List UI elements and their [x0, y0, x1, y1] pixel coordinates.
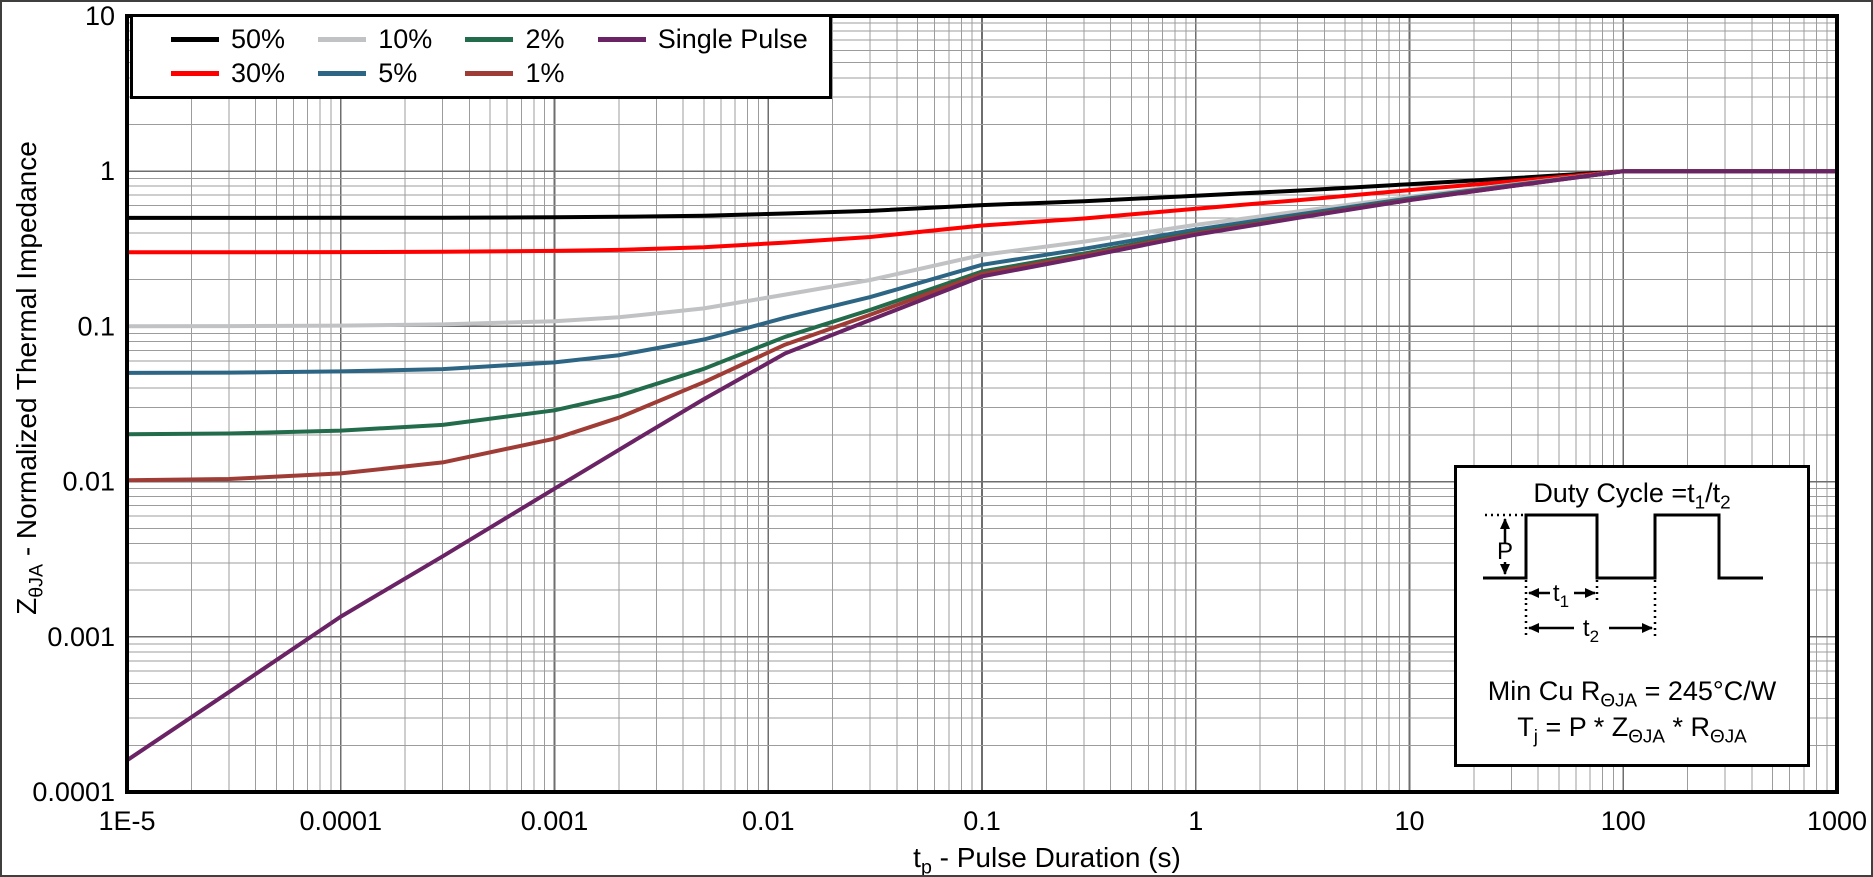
legend-item-5-: 5%	[318, 58, 439, 89]
grid	[127, 16, 1837, 792]
x-tick-label: 100	[1601, 806, 1646, 836]
y-tick-label: 10	[85, 2, 115, 31]
legend-item-10-: 10%	[318, 24, 439, 55]
t1-label: t1	[1553, 580, 1569, 611]
duty-cycle-inset: Duty Cycle =t1/t2 P t1	[1454, 465, 1810, 767]
x-tick-label: 10	[1394, 806, 1424, 836]
inset-formula-rtheta: Min Cu RΘJA = 245°C/W	[1457, 676, 1807, 712]
formula1-value: = 245°C/W	[1637, 676, 1777, 706]
formula1-text: Min Cu R	[1487, 676, 1601, 706]
duty-cycle-waveform: P t1 t2	[1483, 513, 1763, 646]
legend-label: 5%	[378, 57, 418, 88]
legend-swatch	[171, 70, 219, 76]
y-axis-title-symbol: Z	[11, 597, 42, 615]
legend-label: Single Pulse	[657, 24, 808, 55]
x-axis-title-text: - Pulse Duration (s)	[931, 842, 1181, 873]
x-tick-label: 1E-5	[98, 806, 155, 836]
y-tick-label: 0.001	[47, 622, 115, 652]
inset-title: Duty Cycle =t1/t2	[1457, 478, 1807, 514]
y-tick-label: 0.01	[62, 467, 115, 497]
x-tick-label: 0.0001	[299, 806, 382, 836]
y-tick-label: 1	[100, 156, 115, 186]
legend: 50% 30% 10% 5% 2% 1% Single Pulse	[130, 14, 832, 99]
formula2-sub3: ΘJA	[1710, 726, 1747, 748]
inset-formula-tj: Tj = P * ZΘJA * RΘJA	[1457, 712, 1807, 748]
y-tick-label: 0.1	[77, 311, 115, 341]
plot-border	[125, 14, 1839, 794]
t2-label: t2	[1583, 615, 1599, 646]
x-axis-title-subscript: p	[920, 856, 932, 877]
inset-title-mid: /t	[1705, 478, 1721, 508]
legend-swatch	[465, 70, 514, 76]
p-label: P	[1497, 538, 1513, 565]
legend-swatch	[171, 37, 219, 43]
inset-title-text: Duty Cycle =t	[1533, 478, 1695, 508]
legend-label: 30%	[231, 57, 286, 88]
inset-title-sub1: 1	[1694, 492, 1706, 514]
legend-swatch	[318, 37, 367, 43]
pulse-waveform-line	[1483, 513, 1763, 580]
legend-label: 1%	[525, 57, 565, 88]
tick-labels: 1E-5 0.0001 0.001 0.01 0.1 1 10 100 10001010.10.…	[32, 2, 1867, 836]
legend-item-30-: 30%	[171, 58, 292, 89]
curves	[127, 169, 1837, 763]
inset-title-sub2: 2	[1720, 492, 1731, 514]
y-axis-title-text: - Normalized Thermal Impedance	[11, 141, 42, 564]
curve-single-pulse	[127, 169, 1837, 763]
legend-item-2-: 2%	[465, 24, 571, 55]
formula2-text1: T	[1517, 712, 1534, 742]
y-axis-title-subscript: θJA	[25, 563, 48, 598]
legend-swatch	[318, 70, 367, 76]
legend-label: 10%	[378, 24, 433, 55]
legend-item-1-: 1%	[465, 58, 571, 89]
formula2-text3: * R	[1664, 712, 1710, 742]
legend-swatch	[597, 37, 646, 43]
legend-item-single-pulse: Single Pulse	[597, 24, 815, 55]
formula2-sub2: ΘJA	[1628, 726, 1665, 748]
legend-label: 2%	[525, 24, 565, 55]
legend-item-50-: 50%	[171, 24, 292, 55]
legend-swatch	[465, 37, 514, 43]
legend-label: 50%	[231, 24, 286, 55]
curve-30-	[127, 169, 1837, 255]
x-tick-label: 0.01	[742, 806, 795, 836]
formula2-text2: = P * Z	[1537, 712, 1629, 742]
x-axis-title-symbol: t	[913, 842, 921, 873]
formula2-sub1: j	[1533, 726, 1538, 748]
y-tick-label: 0.0001	[32, 777, 115, 807]
x-tick-label: 0.1	[963, 806, 1001, 836]
y-axis-title: ZθJA - Normalized Thermal Impedance	[11, 2, 48, 758]
curve-50-	[127, 169, 1837, 220]
x-tick-label: 1000	[1807, 806, 1867, 836]
x-axis-title: tp - Pulse Duration (s)	[747, 842, 1347, 877]
x-tick-label: 0.001	[521, 806, 589, 836]
x-tick-label: 1	[1188, 806, 1203, 836]
formula1-subscript: ΘJA	[1600, 690, 1638, 712]
